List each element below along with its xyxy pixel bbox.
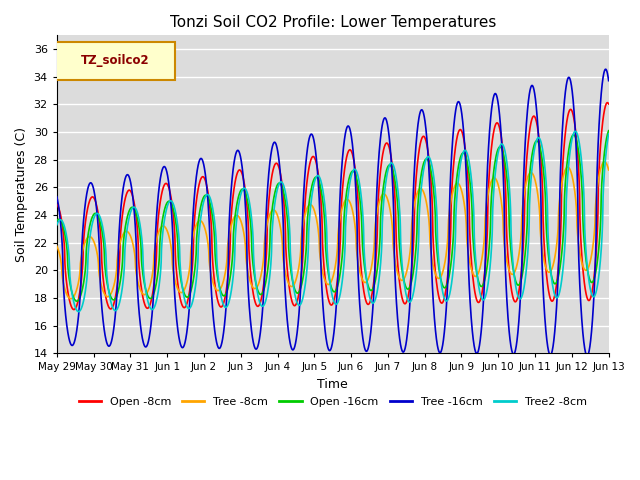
X-axis label: Time: Time	[317, 378, 348, 391]
FancyBboxPatch shape	[54, 42, 175, 80]
Text: TZ_soilco2: TZ_soilco2	[81, 54, 149, 67]
Title: Tonzi Soil CO2 Profile: Lower Temperatures: Tonzi Soil CO2 Profile: Lower Temperatur…	[170, 15, 496, 30]
Legend: Open -8cm, Tree -8cm, Open -16cm, Tree -16cm, Tree2 -8cm: Open -8cm, Tree -8cm, Open -16cm, Tree -…	[74, 393, 591, 411]
Y-axis label: Soil Temperatures (C): Soil Temperatures (C)	[15, 127, 28, 262]
